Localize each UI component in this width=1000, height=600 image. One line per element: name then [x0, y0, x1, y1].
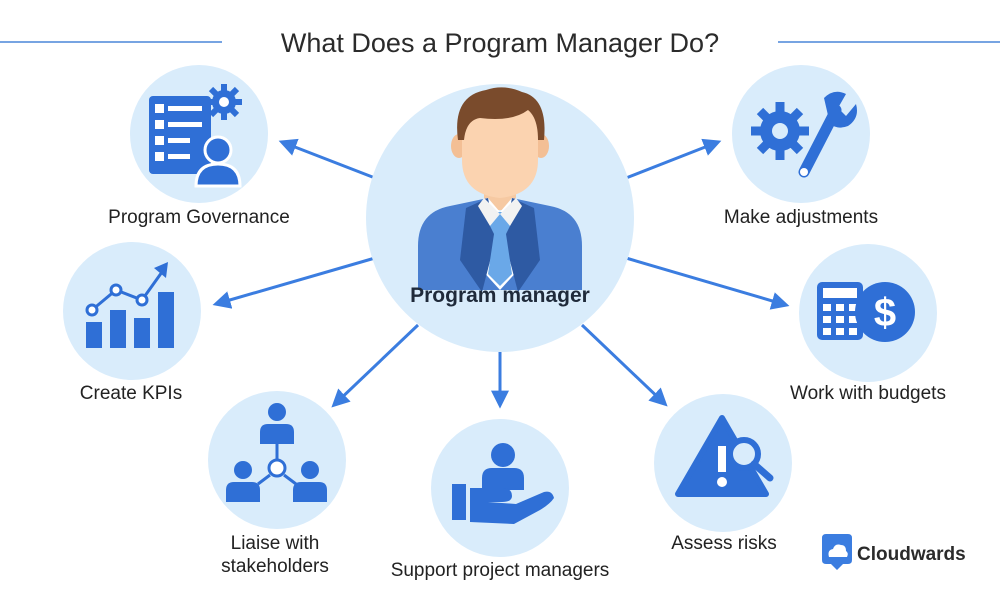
node-create-kpis: Create KPIs [63, 242, 201, 404]
checklist-person-gear-icon [149, 84, 242, 188]
arrow-to-program-governance [278, 138, 376, 180]
center-label: Program manager [410, 284, 590, 307]
manager-avatar-icon [418, 87, 582, 292]
node-label: Assess risks [671, 533, 777, 554]
node-label: Support project managers [391, 560, 610, 581]
node-label: Work with budgets [790, 383, 946, 404]
warning-magnifier-icon [675, 415, 774, 497]
node-label: Create KPIs [80, 383, 182, 404]
cloudwards-logo-icon [822, 534, 852, 570]
page-title: What Does a Program Manager Do? [281, 28, 719, 58]
arrow-to-assess-risks [580, 323, 668, 407]
node-circle [63, 242, 201, 380]
node-label: Program Governance [108, 207, 290, 228]
calculator-dollar-icon: $ [817, 282, 915, 342]
node-label-line-2: stakeholders [221, 556, 329, 577]
gear-wrench-icon [751, 91, 857, 178]
node-label: Make adjustments [724, 207, 878, 228]
arrow-to-work-with-budgets [625, 256, 790, 310]
node-assess-risks: Assess risks [654, 394, 792, 554]
network-people-icon [226, 403, 327, 502]
center-node: Program manager [366, 84, 634, 352]
growth-chart-icon [85, 262, 174, 348]
connector-arrows [212, 138, 790, 409]
brand-name: Cloudwards [857, 544, 966, 565]
node-work-with-budgets: $ Work with budgets [790, 244, 946, 404]
arrow-to-create-kpis [212, 256, 376, 309]
node-liaise-stakeholders: Liaise with stakeholders [208, 391, 346, 577]
svg-text:$: $ [874, 291, 896, 335]
arrow-to-liaise-stakeholders [331, 323, 420, 408]
node-program-governance: Program Governance [108, 65, 290, 228]
brand: Cloudwards [822, 534, 966, 570]
node-support-project-managers: Support project managers [391, 419, 610, 581]
hand-support-person-icon [452, 443, 554, 524]
node-label-line-1: Liaise with [231, 533, 320, 554]
arrow-to-make-adjustments [625, 138, 722, 180]
node-make-adjustments: Make adjustments [724, 65, 878, 228]
